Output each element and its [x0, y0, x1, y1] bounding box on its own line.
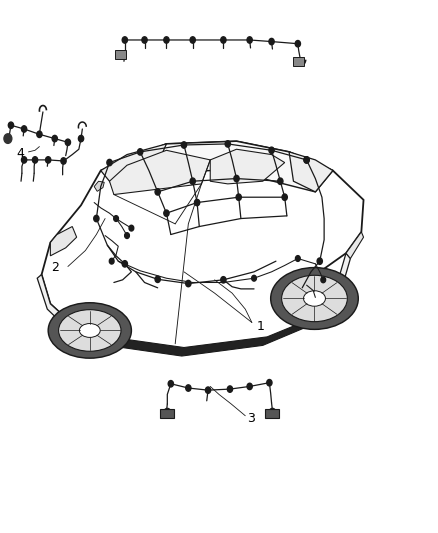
- Circle shape: [295, 41, 300, 47]
- Polygon shape: [50, 227, 77, 256]
- Circle shape: [186, 385, 191, 391]
- Polygon shape: [94, 181, 104, 191]
- FancyBboxPatch shape: [293, 57, 304, 66]
- Circle shape: [296, 256, 300, 261]
- Text: 4: 4: [16, 147, 24, 160]
- Ellipse shape: [271, 268, 358, 329]
- Circle shape: [317, 258, 322, 264]
- Circle shape: [164, 37, 169, 43]
- Circle shape: [78, 135, 84, 142]
- Text: 1: 1: [256, 320, 264, 333]
- Circle shape: [138, 149, 143, 155]
- Circle shape: [236, 194, 241, 200]
- Polygon shape: [101, 141, 333, 192]
- Circle shape: [181, 142, 187, 148]
- Circle shape: [186, 280, 191, 287]
- Circle shape: [234, 175, 239, 182]
- Circle shape: [61, 158, 66, 164]
- Circle shape: [94, 215, 99, 222]
- Polygon shape: [42, 141, 364, 349]
- Circle shape: [107, 159, 112, 166]
- Text: 2: 2: [51, 261, 59, 274]
- Polygon shape: [346, 232, 364, 259]
- Circle shape: [142, 37, 147, 43]
- Circle shape: [37, 131, 42, 138]
- Circle shape: [225, 141, 230, 147]
- Circle shape: [227, 386, 233, 392]
- Circle shape: [269, 147, 274, 154]
- Polygon shape: [110, 150, 210, 195]
- Circle shape: [110, 259, 114, 264]
- Text: 3: 3: [247, 412, 255, 425]
- Ellipse shape: [79, 324, 100, 337]
- Circle shape: [21, 157, 27, 163]
- Ellipse shape: [48, 303, 131, 358]
- Polygon shape: [101, 144, 166, 187]
- Polygon shape: [315, 253, 350, 325]
- Circle shape: [247, 383, 252, 390]
- Circle shape: [164, 210, 169, 216]
- FancyBboxPatch shape: [160, 409, 174, 418]
- Circle shape: [168, 381, 173, 387]
- Circle shape: [155, 189, 160, 195]
- Circle shape: [304, 157, 309, 163]
- Circle shape: [114, 216, 118, 221]
- Ellipse shape: [282, 275, 347, 321]
- Circle shape: [125, 233, 129, 238]
- Circle shape: [205, 387, 211, 393]
- Polygon shape: [37, 274, 77, 333]
- Circle shape: [267, 379, 272, 386]
- Circle shape: [122, 261, 127, 267]
- Circle shape: [4, 134, 12, 143]
- Circle shape: [321, 277, 325, 282]
- Circle shape: [122, 37, 127, 43]
- Circle shape: [278, 178, 283, 184]
- Circle shape: [65, 139, 71, 146]
- Circle shape: [155, 276, 160, 282]
- Polygon shape: [289, 152, 333, 192]
- Circle shape: [194, 199, 200, 206]
- Circle shape: [304, 157, 309, 163]
- Circle shape: [269, 38, 274, 45]
- Circle shape: [282, 194, 287, 200]
- Circle shape: [221, 277, 226, 283]
- Circle shape: [252, 276, 256, 281]
- Circle shape: [52, 135, 57, 142]
- FancyBboxPatch shape: [265, 409, 279, 418]
- Polygon shape: [210, 149, 285, 184]
- Ellipse shape: [304, 290, 325, 306]
- Circle shape: [221, 37, 226, 43]
- Circle shape: [8, 122, 14, 128]
- Circle shape: [190, 37, 195, 43]
- Ellipse shape: [59, 310, 121, 351]
- Circle shape: [21, 126, 27, 132]
- FancyBboxPatch shape: [115, 50, 126, 59]
- Circle shape: [247, 37, 252, 43]
- Circle shape: [32, 157, 38, 163]
- Circle shape: [190, 178, 195, 184]
- Circle shape: [46, 157, 51, 163]
- Polygon shape: [100, 317, 315, 356]
- Circle shape: [129, 225, 134, 231]
